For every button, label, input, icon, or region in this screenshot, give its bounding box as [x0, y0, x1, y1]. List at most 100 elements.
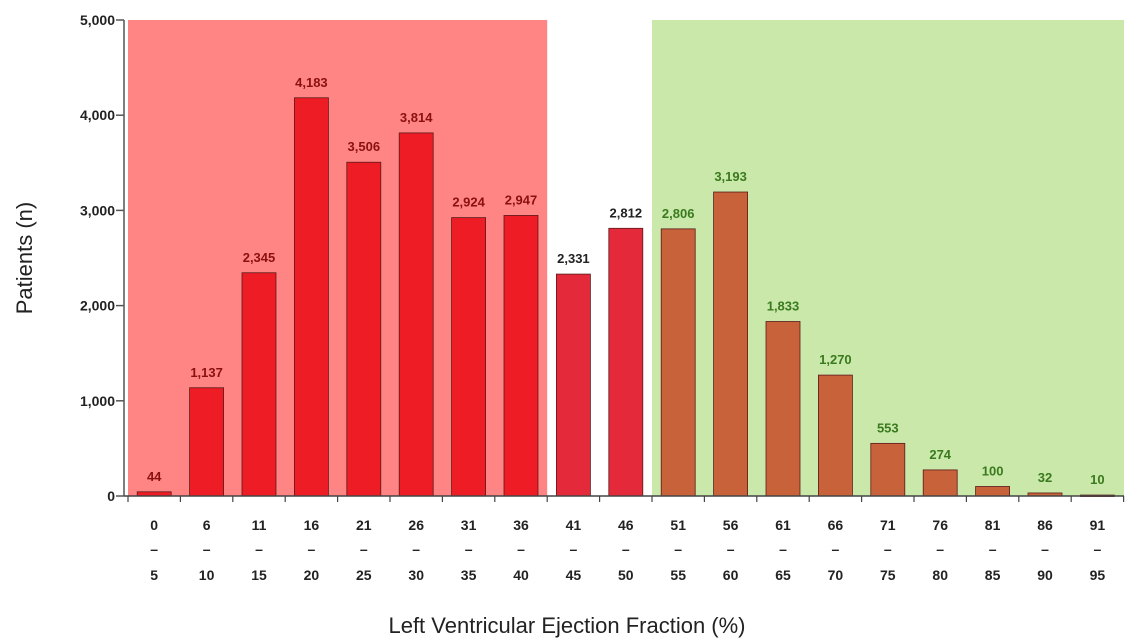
x-axis-title: Left Ventricular Ejection Fraction (%) — [388, 613, 745, 638]
bar-56-60 — [713, 191, 748, 497]
y-tick-label: 3,000 — [80, 202, 115, 218]
data-label: 4,183 — [295, 75, 328, 90]
bar-26-30 — [398, 132, 434, 497]
x-tick-label-end: 15 — [251, 567, 267, 583]
data-label: 2,345 — [243, 250, 276, 265]
x-tick-label-end: 80 — [932, 567, 948, 583]
x-tick-label-end: 40 — [513, 567, 529, 583]
x-tick-label-start: 56 — [723, 517, 739, 533]
x-tick-label-start: 36 — [513, 517, 529, 533]
x-tick-label-end: 60 — [723, 567, 739, 583]
data-label: 100 — [982, 463, 1004, 478]
x-tick-labels-group: 0–56–1011–1516–2021–2526–3031–3536–4041–… — [127, 496, 1125, 583]
x-tick-label-start: 76 — [932, 517, 948, 533]
data-label: 2,812 — [610, 205, 643, 220]
bar-76-80 — [922, 469, 958, 497]
x-tick-label-dash: – — [779, 541, 787, 557]
x-tick-label-end: 5 — [150, 567, 158, 583]
data-label: 3,193 — [714, 169, 747, 184]
bar-51-55 — [660, 228, 696, 497]
x-tick-label-start: 21 — [356, 517, 372, 533]
x-tick-label-dash: – — [1094, 541, 1102, 557]
x-tick-label-start: 26 — [408, 517, 424, 533]
x-tick-label-end: 65 — [775, 567, 791, 583]
x-tick-label-start: 31 — [461, 517, 477, 533]
x-tick-label-start: 91 — [1090, 517, 1106, 533]
x-tick-label-dash: – — [989, 541, 997, 557]
bar-16-20 — [293, 97, 329, 497]
x-tick-label-end: 35 — [461, 567, 477, 583]
x-tick-label-dash: – — [412, 541, 420, 557]
x-tick-label-start: 11 — [252, 517, 267, 533]
x-tick-label-end: 45 — [566, 567, 582, 583]
data-label: 1,833 — [767, 298, 800, 313]
bars-group — [136, 97, 1115, 497]
x-tick-label-end: 10 — [199, 567, 215, 583]
x-tick-label-end: 90 — [1037, 567, 1053, 583]
x-tick-label-dash: – — [308, 541, 316, 557]
bar-21-25 — [346, 161, 382, 497]
data-label: 2,806 — [662, 206, 695, 221]
x-tick-label-dash: – — [727, 541, 735, 557]
data-label: 10 — [1090, 472, 1104, 487]
x-tick-label-dash: – — [465, 541, 473, 557]
x-tick-label-start: 66 — [828, 517, 844, 533]
data-label: 3,506 — [348, 139, 381, 154]
x-tick-label-end: 50 — [618, 567, 634, 583]
x-tick-label-start: 71 — [880, 517, 896, 533]
data-label: 44 — [147, 469, 162, 484]
bar-41-45 — [556, 273, 591, 497]
x-tick-label-dash: – — [1041, 541, 1049, 557]
x-tick-label-end: 20 — [304, 567, 320, 583]
y-axis-title: Patients (n) — [12, 202, 37, 315]
data-label: 32 — [1038, 470, 1052, 485]
bar-11-15 — [241, 272, 277, 497]
bar-81-85 — [975, 486, 1010, 497]
bar-36-40 — [503, 215, 539, 497]
x-tick-label-end: 75 — [880, 567, 896, 583]
data-label: 3,814 — [400, 110, 433, 125]
bar-31-35 — [451, 217, 487, 497]
x-tick-label-start: 16 — [304, 517, 320, 533]
x-tick-label-start: 81 — [985, 517, 1001, 533]
x-tick-label-dash: – — [203, 541, 211, 557]
x-tick-label-start: 0 — [150, 517, 158, 533]
y-tick-label: 4,000 — [80, 107, 115, 123]
x-tick-label-start: 51 — [670, 517, 686, 533]
data-label: 1,270 — [819, 352, 852, 367]
data-labels-group: 44 1,137 2,345 4,183 3,506 3,814 2,924 2,947 2,3… — [147, 75, 1105, 487]
bar-66-70 — [818, 374, 853, 497]
x-tick-label-end: 30 — [408, 567, 424, 583]
bar-6-10 — [189, 387, 225, 497]
data-label: 2,947 — [505, 192, 538, 207]
y-axis: 0 1,000 2,000 3,000 4,000 5,000 — [80, 12, 125, 504]
data-label: 2,924 — [452, 195, 485, 210]
x-tick-label-end: 55 — [670, 567, 686, 583]
x-tick-label-start: 6 — [203, 517, 211, 533]
x-tick-label-dash: – — [832, 541, 840, 557]
x-tick-label-dash: – — [150, 541, 158, 557]
x-tick-label-start: 41 — [566, 517, 582, 533]
x-tick-label-dash: – — [622, 541, 630, 557]
y-tick-label: 2,000 — [80, 298, 115, 314]
bar-71-75 — [870, 442, 906, 497]
x-tick-label-start: 86 — [1037, 517, 1053, 533]
x-tick-label-dash: – — [360, 541, 368, 557]
bar-61-65 — [765, 321, 801, 497]
y-tick-label: 1,000 — [80, 393, 115, 409]
x-tick-label-end: 85 — [985, 567, 1001, 583]
x-tick-label-end: 25 — [356, 567, 372, 583]
x-tick-label-start: 46 — [618, 517, 634, 533]
x-tick-label-start: 61 — [775, 517, 791, 533]
bar-46-50 — [608, 227, 644, 497]
y-tick-label: 0 — [107, 488, 115, 504]
y-tick-label: 5,000 — [80, 12, 115, 28]
x-tick-label-dash: – — [255, 541, 263, 557]
x-tick-label-dash: – — [674, 541, 682, 557]
x-tick-label-dash: – — [884, 541, 892, 557]
data-label: 274 — [929, 447, 951, 462]
data-label: 553 — [877, 420, 899, 435]
x-tick-label-end: 95 — [1090, 567, 1106, 583]
x-tick-label-end: 70 — [828, 567, 844, 583]
